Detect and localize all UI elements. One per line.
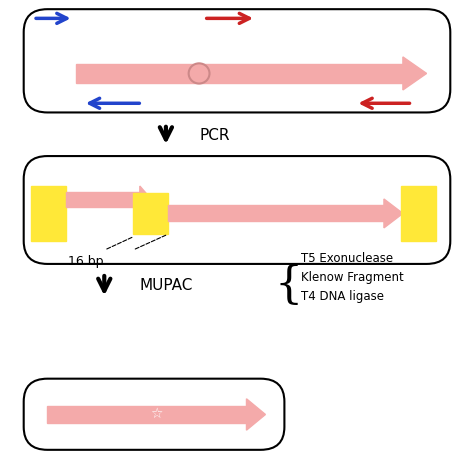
FancyBboxPatch shape bbox=[24, 379, 284, 450]
Text: 16 bp: 16 bp bbox=[68, 255, 103, 268]
Bar bbox=[31, 186, 66, 241]
Bar bbox=[47, 406, 246, 423]
FancyBboxPatch shape bbox=[24, 9, 450, 112]
Text: MUPAC: MUPAC bbox=[140, 278, 193, 293]
Bar bbox=[168, 205, 384, 221]
Bar bbox=[401, 186, 436, 241]
Text: ☆: ☆ bbox=[150, 408, 163, 421]
Polygon shape bbox=[140, 186, 152, 213]
Bar bbox=[133, 193, 168, 234]
Bar bbox=[66, 192, 140, 207]
Polygon shape bbox=[384, 199, 403, 228]
Text: ☆: ☆ bbox=[167, 188, 179, 202]
Circle shape bbox=[189, 63, 210, 84]
Text: {: { bbox=[275, 264, 303, 307]
Bar bbox=[76, 64, 403, 83]
Polygon shape bbox=[246, 399, 265, 430]
Text: T5 Exonuclease
Klenow Fragment
T4 DNA ligase: T5 Exonuclease Klenow Fragment T4 DNA li… bbox=[301, 252, 404, 303]
Text: ☆: ☆ bbox=[192, 47, 206, 62]
Text: PCR: PCR bbox=[199, 128, 229, 143]
FancyBboxPatch shape bbox=[24, 156, 450, 264]
Polygon shape bbox=[403, 57, 427, 90]
